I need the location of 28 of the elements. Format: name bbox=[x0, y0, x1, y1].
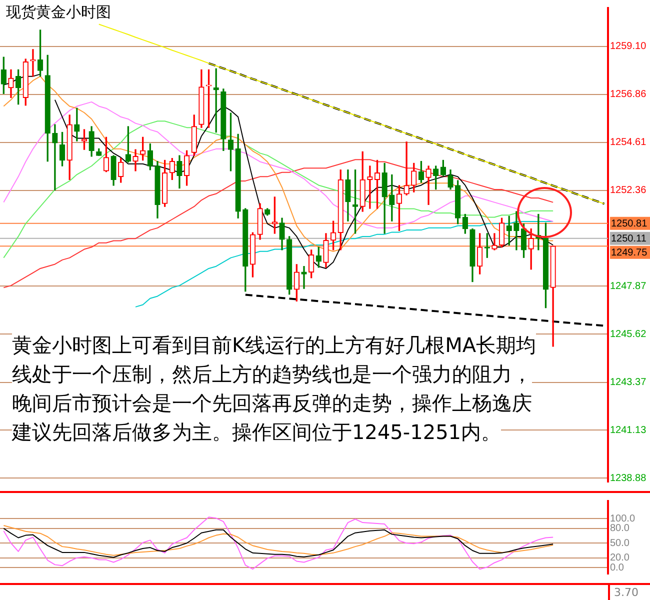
y-tick-label: 1259.10 bbox=[610, 41, 647, 52]
ref-line-label: 1249.75 bbox=[611, 248, 648, 259]
y-tick-label: 1247.87 bbox=[610, 280, 647, 292]
annotation: 黄金小时图上可看到目前K线运行的上方有好几根MA长期均线处于一个压制，然后上方的趋势线也是一个强力的阻力，晚间后市预计会是一个先回落再反弹的走势，操作上杨逸庆建议先回落后做多为主。操作区间位于1245-1251内。 bbox=[12, 333, 536, 444]
y-tick-label: 1254.61 bbox=[610, 137, 647, 148]
ref-line-label: 1250.11 bbox=[611, 234, 647, 245]
y-tick-label: 1241.13 bbox=[610, 424, 647, 436]
y-tick-label: 1252.36 bbox=[610, 185, 647, 196]
chart-title: 现货黄金小时图 bbox=[4, 3, 113, 22]
y-tick-label: 50.0 bbox=[610, 538, 630, 549]
y-tick-label: 80.0 bbox=[610, 523, 630, 534]
candlestick bbox=[52, 124, 58, 190]
y-tick-label: 1238.88 bbox=[610, 472, 647, 484]
candlestick bbox=[426, 166, 432, 205]
candlestick bbox=[132, 149, 138, 172]
candlestick bbox=[301, 266, 307, 289]
y-tick-label: 0.0 bbox=[610, 562, 624, 574]
candlestick bbox=[404, 142, 410, 196]
text: 3.70 bbox=[614, 586, 638, 599]
candlestick bbox=[367, 166, 373, 209]
y-tick-label: 1256.86 bbox=[610, 89, 647, 100]
y-tick-label: 100.0 bbox=[610, 513, 636, 524]
y-tick-label: 1245.62 bbox=[610, 329, 647, 340]
line-series bbox=[244, 294, 606, 327]
ref-line-label: 1250.81 bbox=[611, 218, 648, 230]
line-series bbox=[208, 62, 606, 205]
y-tick-label: 20.0 bbox=[610, 552, 630, 564]
y-tick-label: 1243.37 bbox=[610, 377, 647, 388]
